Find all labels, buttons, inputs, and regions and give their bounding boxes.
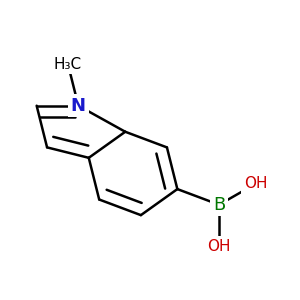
Text: OH: OH	[207, 239, 231, 254]
Text: N: N	[71, 97, 86, 115]
Text: OH: OH	[244, 176, 267, 191]
Text: B: B	[213, 196, 225, 214]
Text: H₃C: H₃C	[54, 56, 82, 71]
